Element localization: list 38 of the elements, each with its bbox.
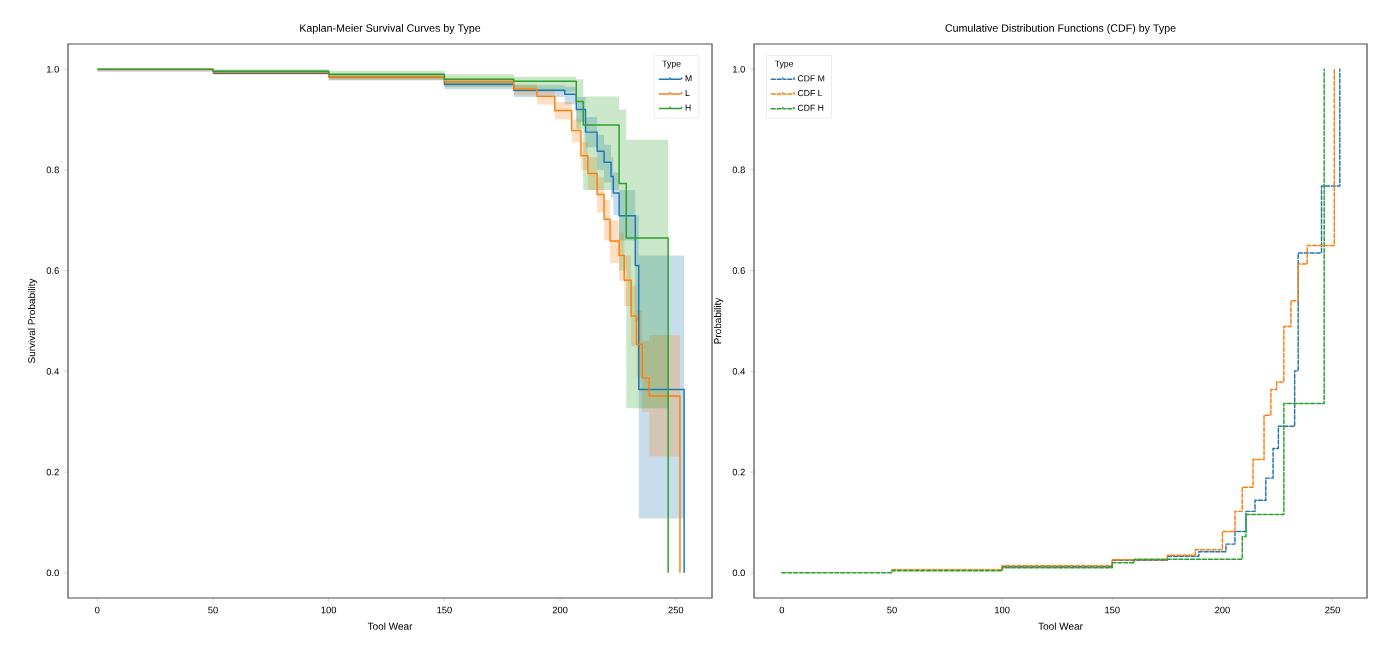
- y-tick-label: 0.2: [46, 468, 59, 476]
- y-tick-label: 1.0: [733, 65, 745, 73]
- x-tick-label: 250: [668, 606, 684, 614]
- legend-label: CDF M: [797, 75, 825, 82]
- legend-title: Type: [662, 60, 681, 69]
- x-tick-label: 200: [552, 606, 568, 614]
- x-axis-title: Tool Wear: [1038, 622, 1083, 630]
- legend-label: H: [685, 104, 691, 111]
- x-tick-label: 0: [779, 606, 785, 614]
- legend-label: CDF H: [797, 104, 824, 111]
- x-tick-label: 100: [321, 606, 337, 614]
- x-tick-label: 150: [1105, 606, 1120, 614]
- chart-title: Cumulative Distribution Functions (CDF) by Type: [945, 24, 1176, 34]
- y-tick-label: 0.0: [732, 569, 745, 577]
- x-axis-title: Tool Wear: [367, 622, 413, 630]
- legend-title: Type: [774, 60, 794, 69]
- y-tick-label: 0.8: [46, 166, 59, 174]
- legend-label: M: [685, 75, 692, 82]
- x-tick-label: 50: [208, 606, 218, 614]
- x-tick-label: 0: [95, 606, 100, 614]
- x-tick-label: 50: [887, 606, 897, 614]
- x-tick-label: 200: [1215, 606, 1230, 614]
- y-axis-title: Probability: [713, 297, 724, 344]
- y-tick-label: 0.4: [46, 368, 60, 375]
- chart-title: Kaplan-Meier Survival Curves by Type: [300, 24, 481, 34]
- y-tick-label: 0.2: [732, 468, 745, 476]
- x-tick-label: 250: [1325, 606, 1340, 614]
- y-tick-label: 0.6: [46, 267, 59, 274]
- legend-label: CDF L: [797, 90, 823, 97]
- y-tick-label: 0.6: [732, 267, 745, 274]
- y-tick-label: 0.4: [732, 368, 746, 375]
- legend-label: L: [685, 89, 690, 96]
- x-tick-label: 150: [437, 606, 452, 614]
- x-tick-label: 100: [995, 606, 1010, 614]
- y-tick-label: 0.0: [46, 569, 59, 577]
- y-tick-label: 0.8: [732, 166, 745, 174]
- y-tick-label: 1.0: [47, 65, 59, 73]
- y-axis-title: Survival Probability: [27, 278, 38, 364]
